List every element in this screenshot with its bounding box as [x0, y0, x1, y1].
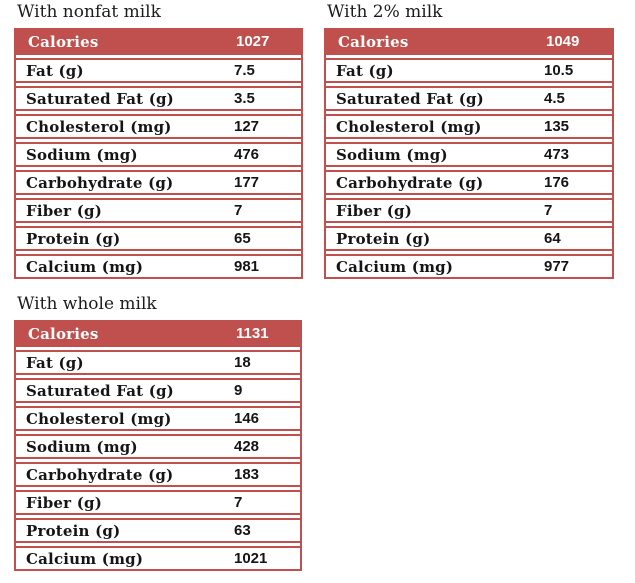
nutrient-value: 473: [544, 146, 570, 163]
nutrient-label: Calcium (mg): [26, 549, 144, 568]
nutrient-value: 10.5: [544, 62, 574, 79]
table-row: Protein (g) 64: [326, 226, 612, 251]
nutrient-label: Calcium (mg): [336, 257, 454, 276]
table-row: Carbohydrate (g) 177: [16, 170, 301, 195]
table-title: With 2% milk: [327, 2, 443, 22]
table-title: With nonfat milk: [17, 2, 161, 22]
nutrient-value: 127: [234, 118, 260, 135]
nutrient-value: 7: [544, 202, 553, 219]
table-row: Protein (g) 63: [16, 518, 300, 543]
header-value: 1131: [236, 325, 269, 342]
nutrient-label: Sodium (mg): [26, 145, 138, 164]
nutrient-label: Calcium (mg): [26, 257, 144, 276]
nutrient-label: Cholesterol (mg): [26, 117, 172, 136]
table-row: Fat (g) 10.5: [326, 58, 612, 83]
nutrient-value: 135: [544, 118, 570, 135]
nutrient-value: 176: [544, 174, 570, 191]
nutrition-table: Calories 1049 Fat (g) 10.5 Saturated Fat…: [324, 28, 614, 279]
nutrient-label: Fat (g): [26, 353, 84, 372]
nutrient-label: Carbohydrate (g): [26, 465, 174, 484]
nutrient-label: Saturated Fat (g): [336, 89, 484, 108]
nutrient-label: Fat (g): [336, 61, 394, 80]
nutrient-label: Cholesterol (mg): [336, 117, 482, 136]
table-row: Calcium (mg) 1021: [16, 546, 300, 571]
header-value: 1027: [236, 33, 270, 50]
nutrient-value: 9: [234, 382, 243, 399]
table-row: Calcium (mg) 977: [326, 254, 612, 279]
nutrient-label: Fiber (g): [26, 493, 102, 512]
table-row: Carbohydrate (g) 183: [16, 462, 300, 487]
nutrient-label: Protein (g): [336, 229, 431, 248]
nutrient-value: 177: [234, 174, 260, 191]
nutrition-table: Calories 1131 Fat (g) 18 Saturated Fat (…: [14, 320, 302, 571]
nutrient-label: Fiber (g): [26, 201, 102, 220]
table-row: Cholesterol (mg) 127: [16, 114, 301, 139]
nutrient-value: 65: [234, 230, 251, 247]
table-row: Protein (g) 65: [16, 226, 301, 251]
table-row: Fiber (g) 7: [326, 198, 612, 223]
header-label: Calories: [28, 324, 99, 343]
nutrient-value: 4.5: [544, 90, 565, 107]
table-header-row: Calories 1049: [326, 28, 612, 55]
nutrient-label: Protein (g): [26, 521, 121, 540]
nutrient-value: 146: [234, 410, 260, 427]
nutrient-label: Sodium (mg): [336, 145, 448, 164]
nutrient-label: Saturated Fat (g): [26, 89, 174, 108]
nutrient-value: 7.5: [234, 62, 255, 79]
table-header-row: Calories 1027: [16, 28, 301, 55]
nutrient-value: 428: [234, 438, 260, 455]
table-row: Sodium (mg) 473: [326, 142, 612, 167]
nutrient-value: 3.5: [234, 90, 255, 107]
nutrient-label: Fiber (g): [336, 201, 412, 220]
table-row: Saturated Fat (g) 3.5: [16, 86, 301, 111]
header-value: 1049: [546, 33, 580, 50]
table-row: Sodium (mg) 476: [16, 142, 301, 167]
table-header-row: Calories 1131: [16, 320, 300, 347]
nutrient-label: Sodium (mg): [26, 437, 138, 456]
nutrient-value: 7: [234, 202, 243, 219]
nutrient-value: 63: [234, 522, 251, 539]
nutrient-value: 7: [234, 494, 243, 511]
nutrition-table-block-nonfat: With nonfat milk Calories 1027 Fat (g) 7…: [14, 2, 303, 279]
nutrient-value: 476: [234, 146, 260, 163]
header-label: Calories: [338, 32, 409, 51]
table-row: Fiber (g) 7: [16, 490, 300, 515]
table-row: Cholesterol (mg) 146: [16, 406, 300, 431]
nutrition-table-block-2pct: With 2% milk Calories 1049 Fat (g) 10.5 …: [324, 2, 614, 279]
table-row: Cholesterol (mg) 135: [326, 114, 612, 139]
nutrient-label: Fat (g): [26, 61, 84, 80]
table-row: Sodium (mg) 428: [16, 434, 300, 459]
header-label: Calories: [28, 32, 99, 51]
nutrient-value: 183: [234, 466, 260, 483]
nutrition-table-block-whole: With whole milk Calories 1131 Fat (g) 18…: [14, 294, 302, 571]
table-title: With whole milk: [17, 294, 157, 314]
nutrient-value: 1021: [234, 550, 268, 567]
nutrient-label: Carbohydrate (g): [26, 173, 174, 192]
table-row: Calcium (mg) 981: [16, 254, 301, 279]
table-row: Fiber (g) 7: [16, 198, 301, 223]
nutrient-value: 981: [234, 258, 260, 275]
table-row: Carbohydrate (g) 176: [326, 170, 612, 195]
table-row: Fat (g) 7.5: [16, 58, 301, 83]
nutrient-label: Cholesterol (mg): [26, 409, 172, 428]
nutrient-label: Protein (g): [26, 229, 121, 248]
nutrient-label: Carbohydrate (g): [336, 173, 484, 192]
table-row: Saturated Fat (g) 4.5: [326, 86, 612, 111]
table-row: Saturated Fat (g) 9: [16, 378, 300, 403]
nutrient-value: 64: [544, 230, 561, 247]
nutrition-table: Calories 1027 Fat (g) 7.5 Saturated Fat …: [14, 28, 303, 279]
table-row: Fat (g) 18: [16, 350, 300, 375]
nutrient-value: 977: [544, 258, 570, 275]
nutrient-value: 18: [234, 354, 251, 371]
nutrient-label: Saturated Fat (g): [26, 381, 174, 400]
